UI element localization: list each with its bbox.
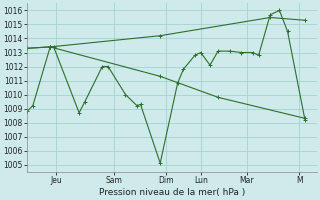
X-axis label: Pression niveau de la mer( hPa ): Pression niveau de la mer( hPa ) (99, 188, 245, 197)
